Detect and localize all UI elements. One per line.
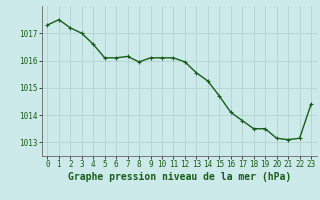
X-axis label: Graphe pression niveau de la mer (hPa): Graphe pression niveau de la mer (hPa): [68, 172, 291, 182]
